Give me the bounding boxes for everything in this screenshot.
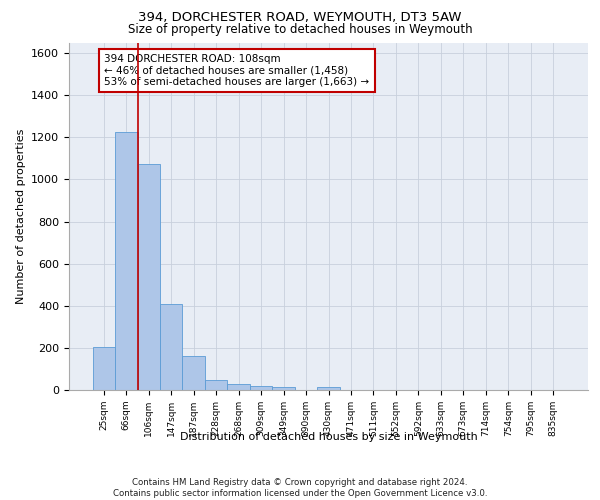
Text: 394 DORCHESTER ROAD: 108sqm
← 46% of detached houses are smaller (1,458)
53% of : 394 DORCHESTER ROAD: 108sqm ← 46% of det… [104,54,370,88]
Bar [250,386,272,390]
Bar [227,384,250,390]
Text: Contains HM Land Registry data © Crown copyright and database right 2024.
Contai: Contains HM Land Registry data © Crown c… [113,478,487,498]
Bar [137,164,160,390]
Bar [317,388,340,390]
Bar [160,304,182,390]
Bar [92,347,115,390]
Bar [205,380,227,390]
Bar [272,387,295,390]
Bar [182,356,205,390]
Text: Distribution of detached houses by size in Weymouth: Distribution of detached houses by size … [180,432,478,442]
Bar [115,132,137,390]
Text: Size of property relative to detached houses in Weymouth: Size of property relative to detached ho… [128,22,472,36]
Y-axis label: Number of detached properties: Number of detached properties [16,128,26,304]
Text: 394, DORCHESTER ROAD, WEYMOUTH, DT3 5AW: 394, DORCHESTER ROAD, WEYMOUTH, DT3 5AW [138,11,462,24]
